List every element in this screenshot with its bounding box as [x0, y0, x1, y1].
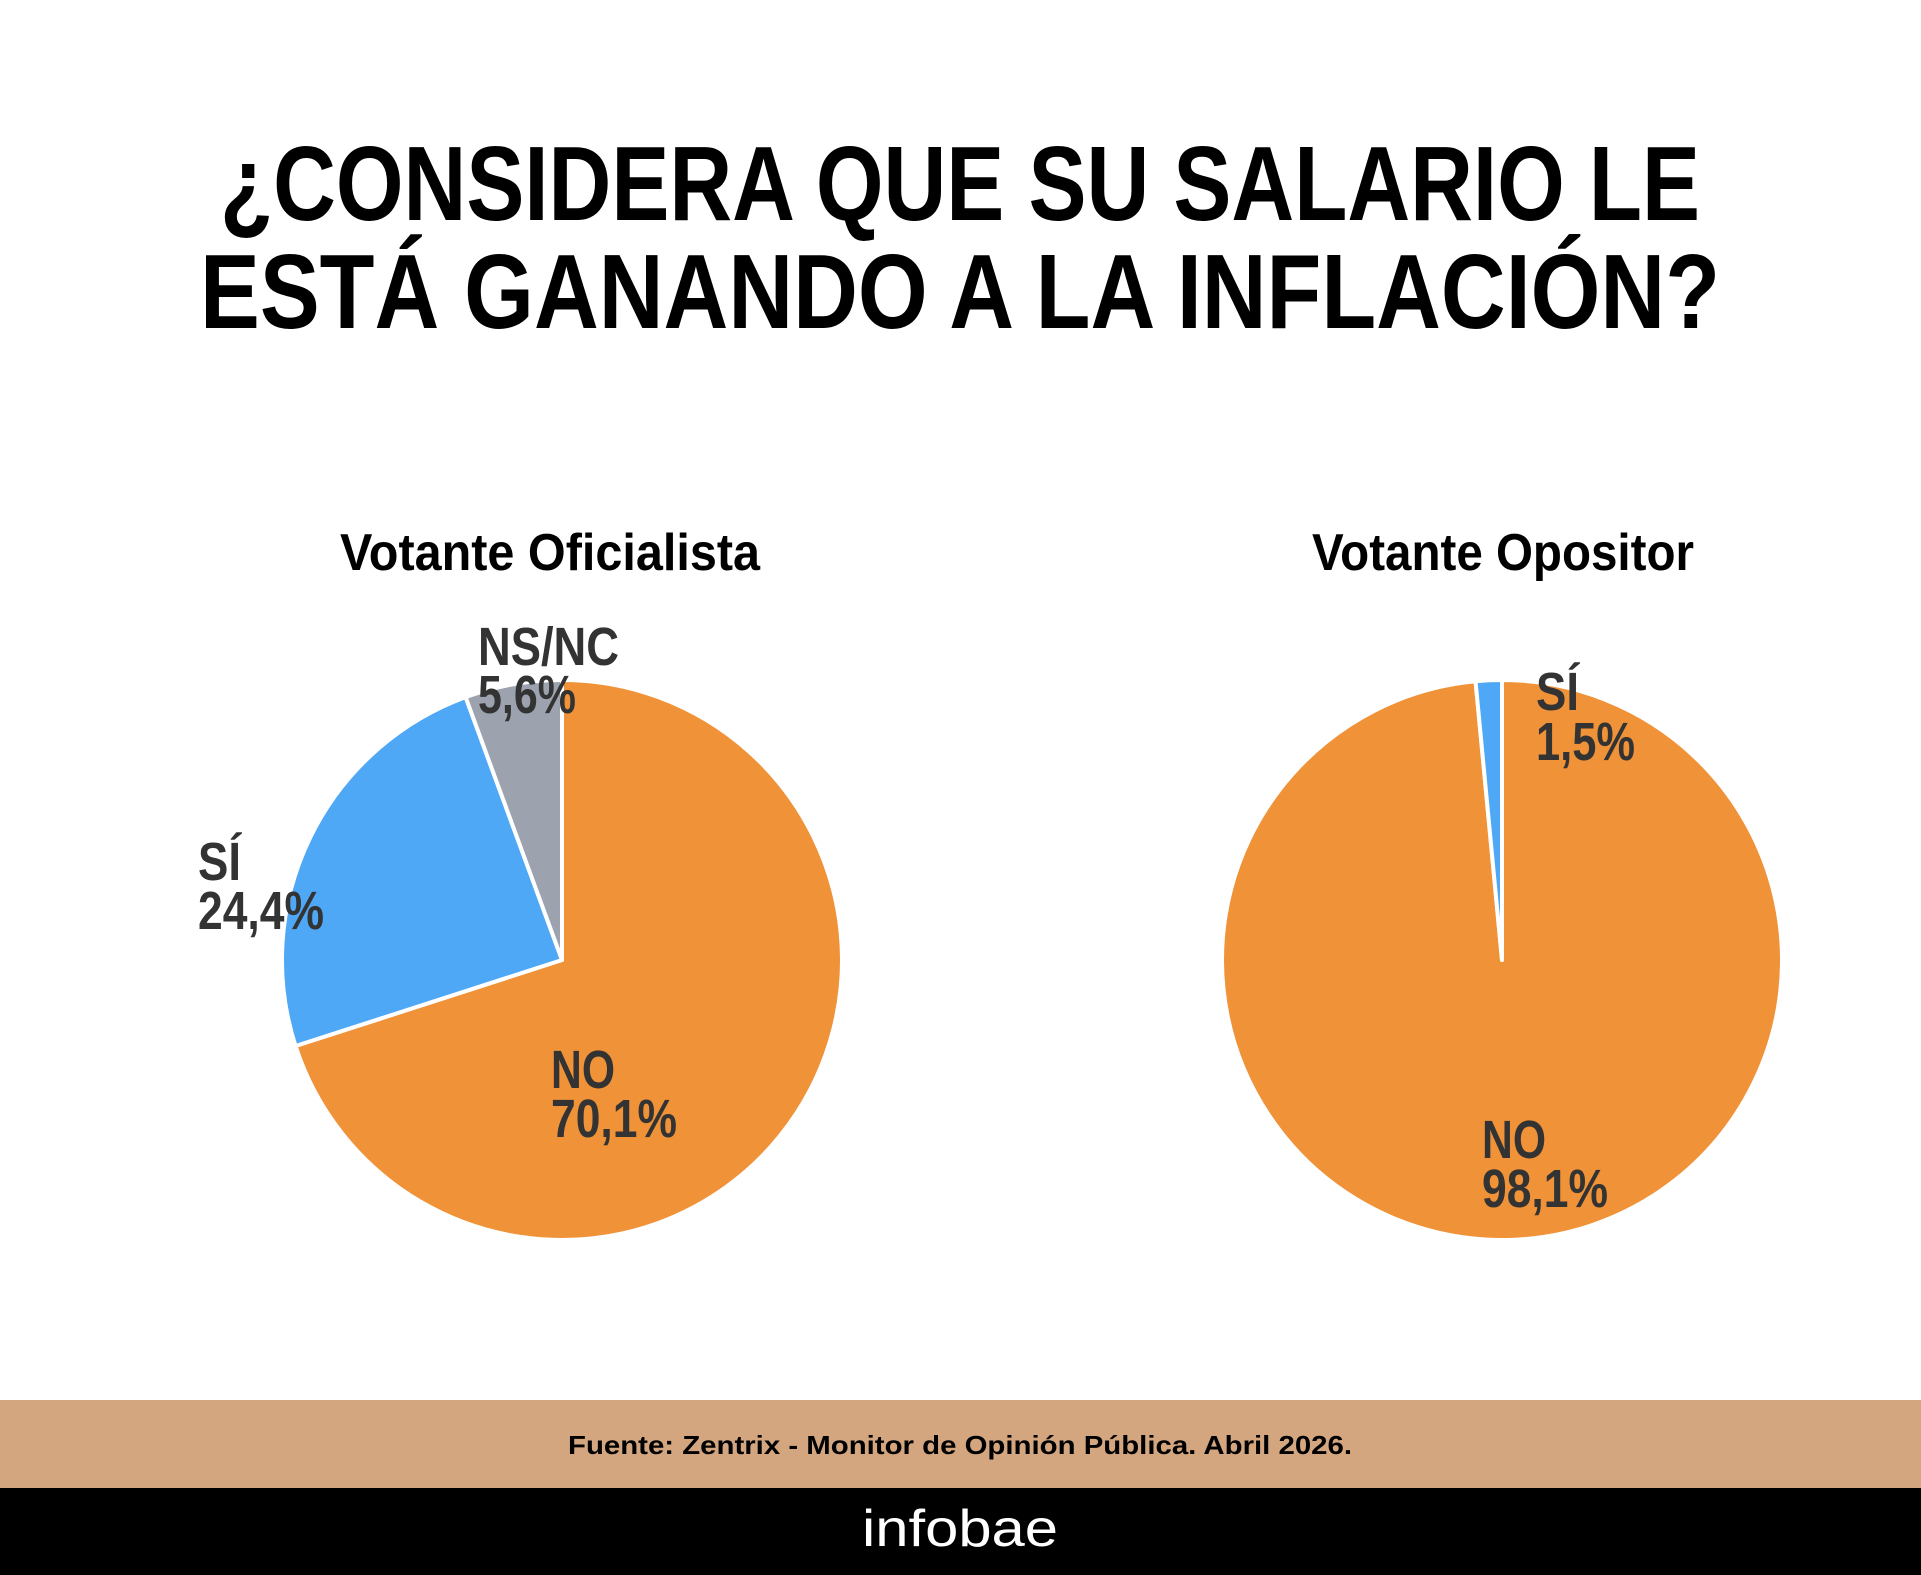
label-si-opositor: SÍ: [1536, 662, 1581, 722]
pie-slice-nsnc: [463, 678, 564, 962]
pie-opositor: [1220, 678, 1784, 1242]
value-si-oficialista: 24,4%: [198, 881, 324, 941]
value-no-oficialista: 70,1%: [551, 1089, 677, 1149]
value-no-opositor: 98,1%: [1482, 1159, 1608, 1219]
source-band: [0, 1400, 1921, 1488]
value-nsnc-oficialista: 5,6%: [478, 665, 576, 725]
label-no-opositor: NO: [1482, 1110, 1546, 1170]
chart-title-oficialista: Votante Oficialista: [340, 524, 761, 582]
source-text: Fuente: Zentrix - Monitor de Opinión Púb…: [568, 1430, 1352, 1460]
title-line-2: ESTÁ GANANDO A LA INFLACIÓN?: [200, 233, 1720, 351]
pie-slice-no: [293, 678, 844, 1242]
label-nsnc-oficialista: NS/NC: [478, 617, 619, 677]
title-line-1: ¿CONSIDERA QUE SU SALARIO LE: [220, 125, 1700, 243]
infobae-logo: infobae: [862, 1500, 1058, 1558]
pie-slice-s: [1473, 678, 1504, 962]
pie-slice-s: [280, 695, 564, 1049]
label-si-oficialista: SÍ: [198, 832, 243, 892]
logo-bar: [0, 1488, 1921, 1575]
label-no-oficialista: NO: [551, 1040, 615, 1100]
chart-title-opositor: Votante Opositor: [1312, 524, 1694, 582]
value-si-opositor: 1,5%: [1536, 712, 1635, 772]
pie-oficialista: [280, 678, 844, 1242]
